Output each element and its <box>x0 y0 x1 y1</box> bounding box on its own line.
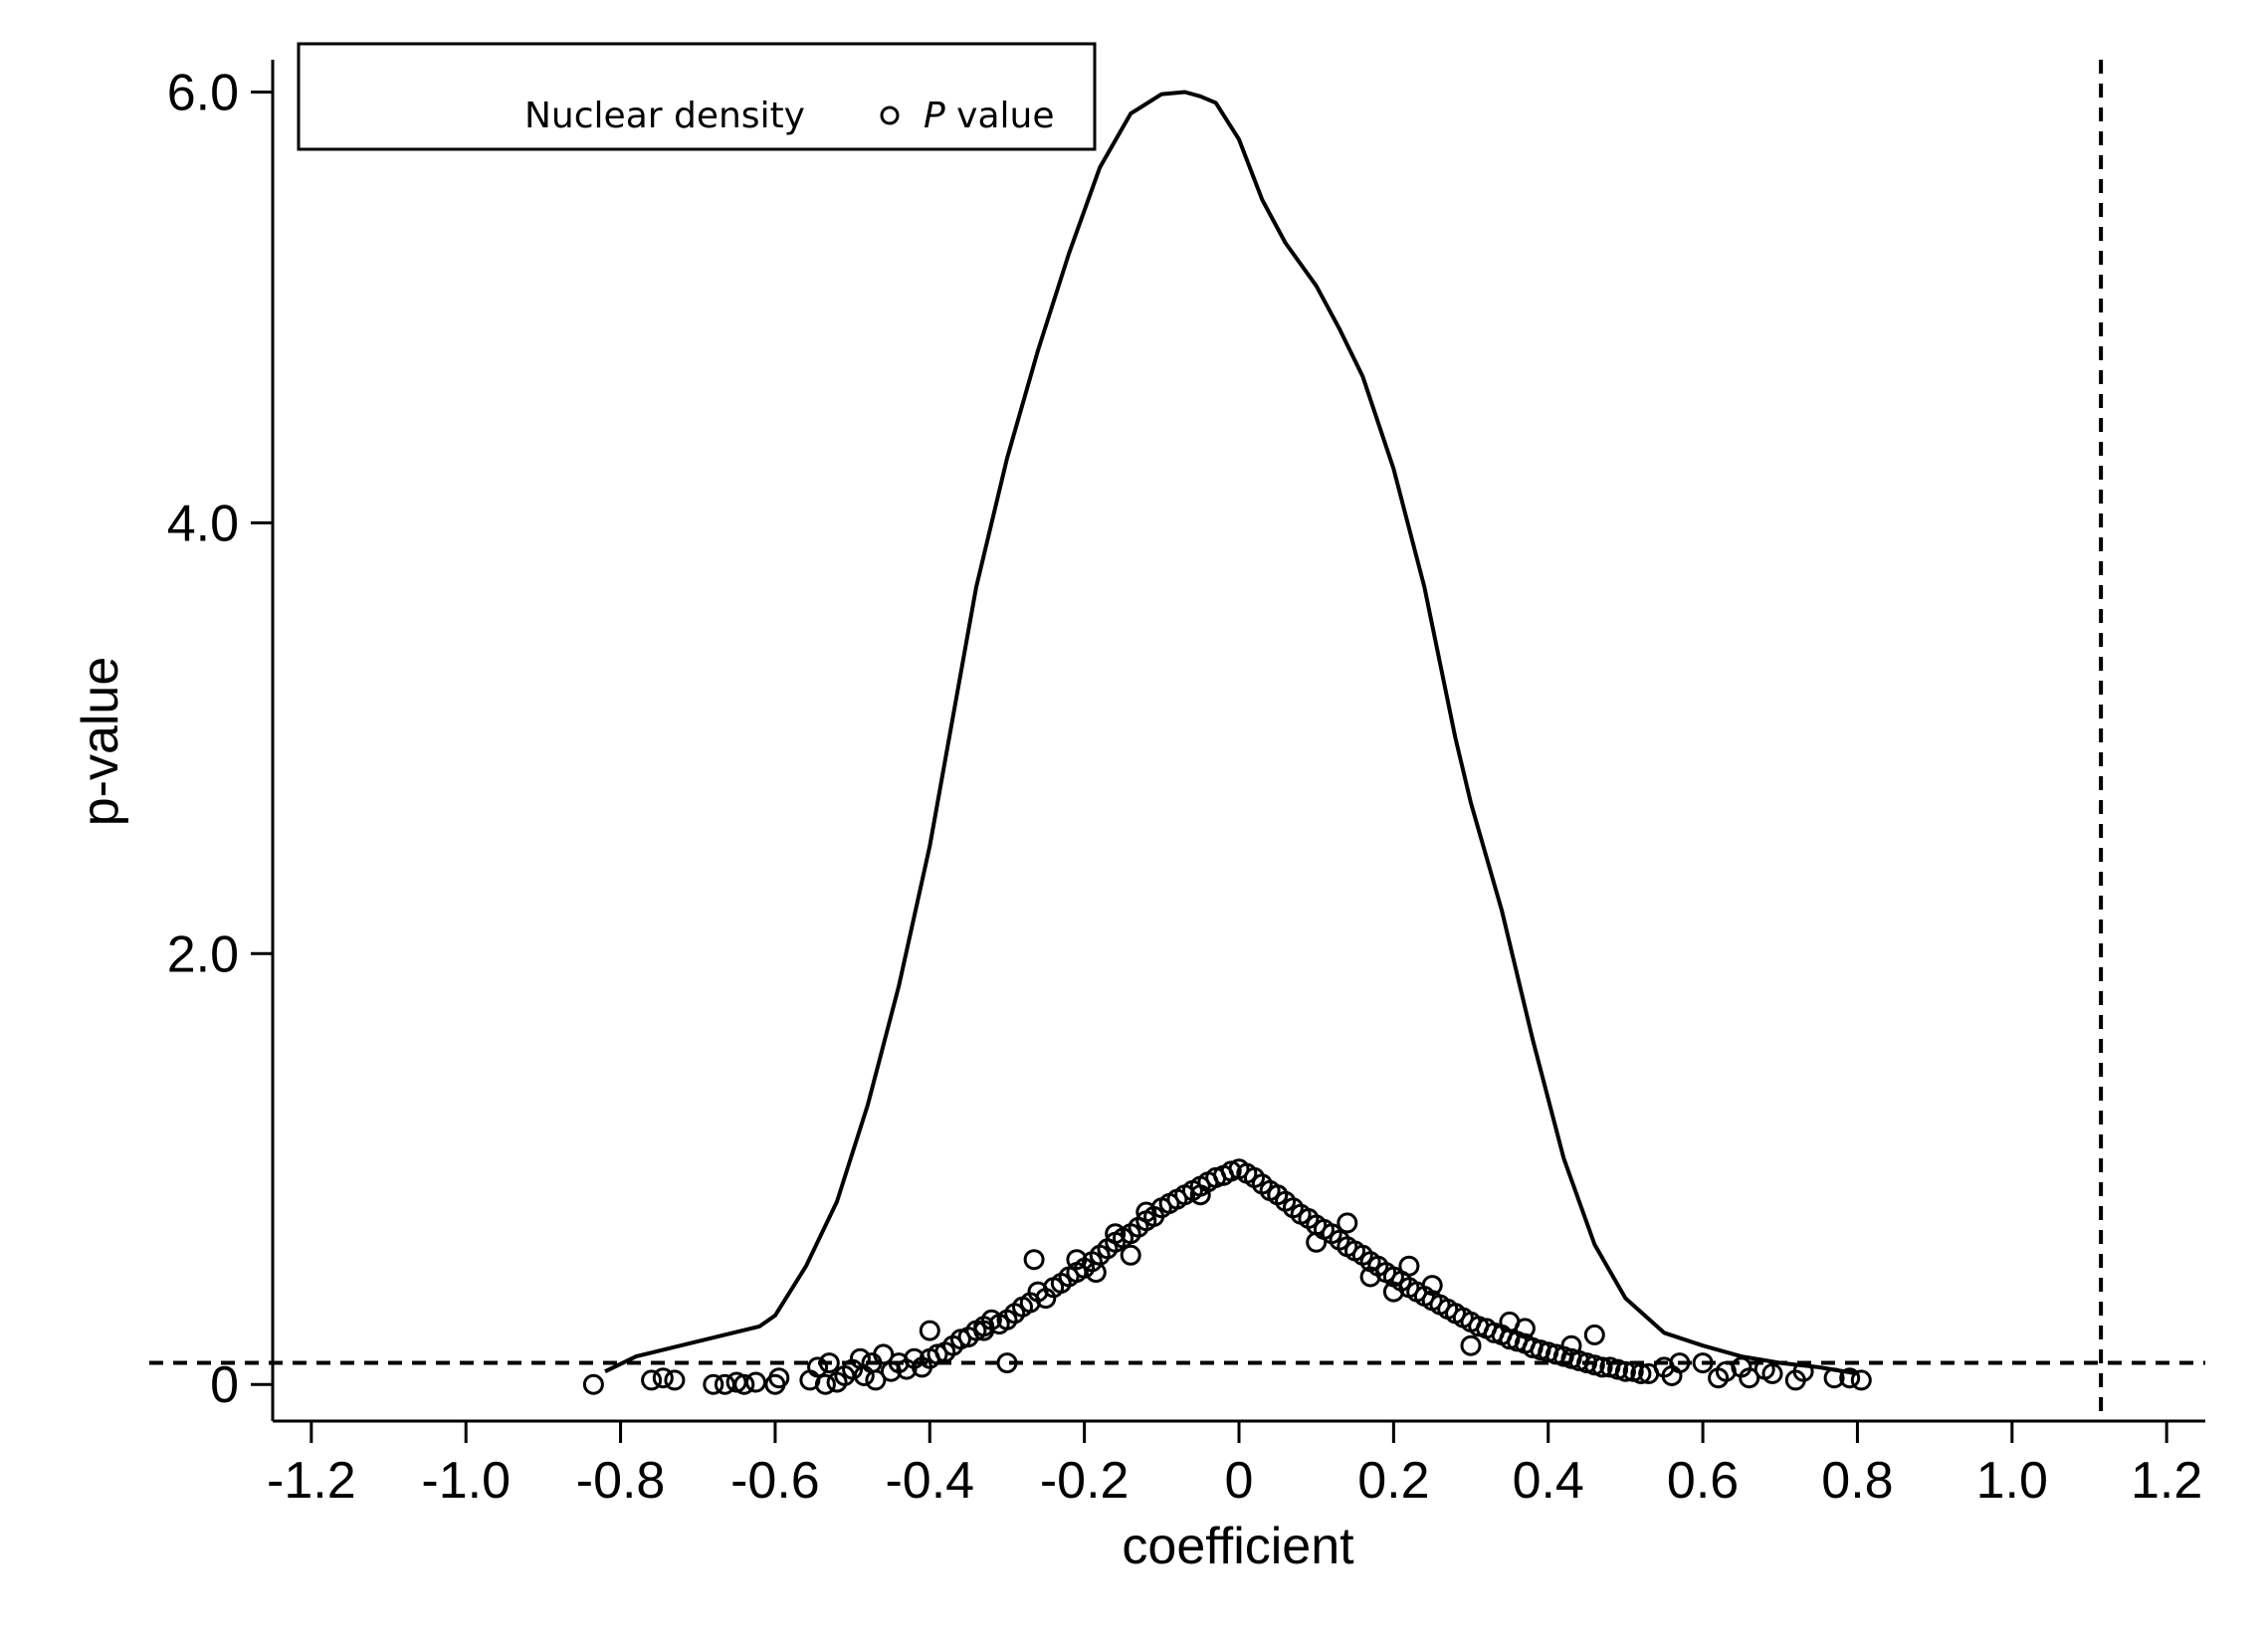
p-value-point <box>1337 1212 1358 1234</box>
y-tick-label-0: 0 <box>210 1356 239 1414</box>
legend-marker-pvalue <box>880 105 900 125</box>
x-tick-label-10: 0.8 <box>1821 1452 1893 1510</box>
p-value-point <box>1306 1231 1328 1253</box>
p-value-point <box>1066 1249 1088 1271</box>
p-value-point <box>745 1371 766 1393</box>
y-tick-label-1: 2.0 <box>167 925 239 983</box>
p-value-point <box>1514 1318 1536 1339</box>
legend-box <box>297 42 1097 151</box>
x-tick-label-9: 0.6 <box>1667 1452 1739 1510</box>
p-value-point <box>703 1373 724 1395</box>
p-value-point <box>1560 1334 1582 1356</box>
p-value-point <box>873 1343 895 1365</box>
density-line <box>604 90 1858 1376</box>
p-value-point <box>1630 1362 1652 1384</box>
y-tick-label-2: 4.0 <box>167 495 239 552</box>
p-value-point <box>641 1369 663 1391</box>
reference-lines <box>149 60 2205 1421</box>
p-value-point <box>919 1320 940 1341</box>
p-value-point <box>1398 1255 1420 1277</box>
x-tick-label-8: 0.4 <box>1513 1452 1584 1510</box>
legend: Nuclear density P value <box>297 42 1097 151</box>
p-value-point <box>1850 1369 1872 1391</box>
y-axis: 0 2.0 4.0 6.0 <box>167 60 275 1421</box>
x-tick-label-4: -0.4 <box>885 1452 974 1510</box>
p-value-point <box>818 1352 840 1374</box>
p-value-point <box>1614 1360 1636 1382</box>
x-tick-label-12: 1.2 <box>2131 1452 2202 1510</box>
x-tick-label-7: 0.2 <box>1357 1452 1429 1510</box>
p-value-point <box>973 1320 995 1341</box>
x-tick-label-0: -1.2 <box>267 1452 356 1510</box>
density-layer <box>604 90 1858 1376</box>
p-value-point <box>1739 1367 1760 1389</box>
p-value-point <box>1421 1275 1443 1297</box>
legend-label-pvalue: P value <box>924 96 1055 136</box>
p-value-point <box>1692 1352 1714 1374</box>
p-value-point <box>1839 1367 1861 1389</box>
p-value-point <box>733 1373 755 1395</box>
p-value-point <box>1460 1334 1482 1356</box>
p-value-point <box>582 1373 604 1395</box>
legend-label-density: Nuclear density <box>524 96 805 136</box>
p-value-point <box>1583 1324 1605 1345</box>
p-value-point <box>807 1356 829 1378</box>
x-axis-title: coefficient <box>1122 1518 1354 1575</box>
p-value-point <box>1267 1184 1289 1206</box>
p-value-point <box>1023 1249 1045 1271</box>
p-value-point <box>1761 1362 1783 1384</box>
scatter-layer <box>582 1158 1872 1395</box>
p-value-point <box>1359 1266 1381 1288</box>
p-value-point <box>1445 1303 1466 1325</box>
x-tick-label-11: 1.0 <box>1976 1452 2048 1510</box>
p-value-point <box>996 1352 1018 1374</box>
x-tick-label-3: -0.6 <box>730 1452 820 1510</box>
p-value-point <box>1105 1223 1127 1245</box>
p-value-point <box>664 1369 686 1391</box>
p-value-point <box>1591 1356 1613 1378</box>
p-value-point <box>1135 1201 1157 1223</box>
x-tick-label-5: -0.2 <box>1040 1452 1130 1510</box>
p-value-point <box>1085 1262 1107 1284</box>
y-axis-title: p-value <box>72 657 129 827</box>
x-tick-label-2: -0.8 <box>576 1452 666 1510</box>
p-value-point <box>1189 1184 1211 1206</box>
p-value-point <box>1120 1244 1141 1266</box>
p-value-point <box>1792 1360 1814 1382</box>
legend-label-pvalue-rest: value <box>945 96 1055 136</box>
p-value-point <box>652 1367 674 1389</box>
y-tick-label-3: 6.0 <box>167 64 239 121</box>
x-axis: -1.2 -1.0 -0.8 -0.6 -0.4 -0.2 0 0.2 0.4 0.6 0.8 1.0… <box>267 1419 2205 1510</box>
p-value-point <box>1382 1281 1404 1303</box>
p-value-point <box>1823 1367 1845 1389</box>
p-value-point <box>1669 1352 1691 1374</box>
x-tick-label-1: -1.0 <box>421 1452 511 1510</box>
x-tick-label-6: 0 <box>1225 1452 1254 1510</box>
p-value-point <box>865 1369 887 1391</box>
p-value-point <box>814 1373 836 1395</box>
legend-label-pvalue-italic: P <box>924 96 945 136</box>
p-value-point <box>768 1367 790 1389</box>
